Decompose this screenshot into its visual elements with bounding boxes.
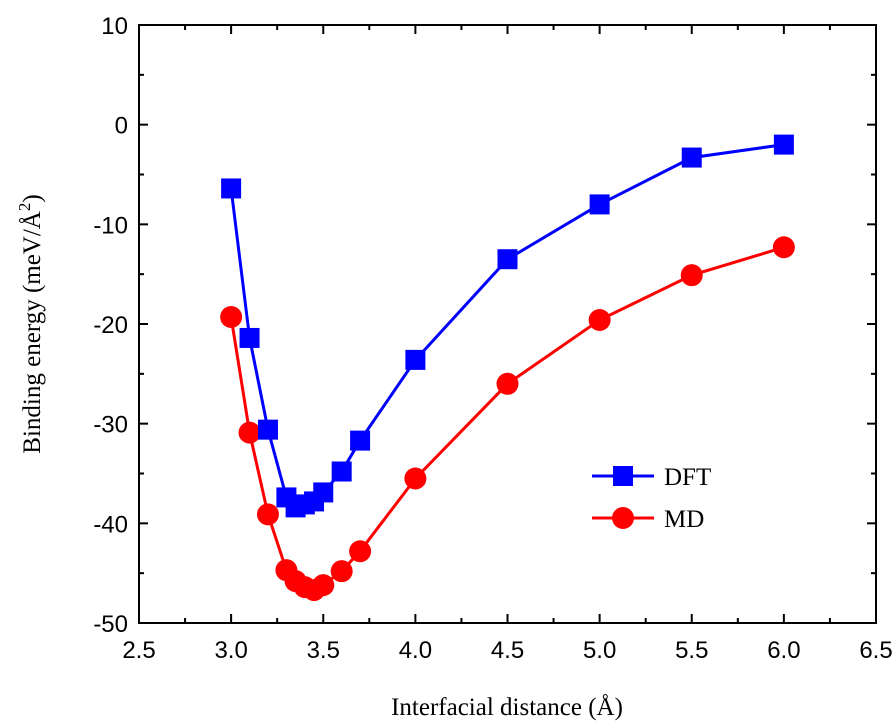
dft-line	[229, 143, 785, 510]
dft-point	[257, 419, 278, 440]
y-tick-label: -30	[93, 412, 128, 439]
x-tick-label: 3.5	[307, 637, 340, 664]
x-tick-label: 3.0	[214, 637, 247, 664]
md-point	[404, 467, 427, 490]
md-point	[496, 372, 519, 395]
x-tick-label: 4.0	[399, 637, 432, 664]
legend-item-dft: DFT	[592, 464, 711, 491]
x-tick-label: 6.5	[859, 637, 892, 664]
md-point	[349, 540, 372, 563]
md-point	[220, 306, 243, 329]
legend: DFT MD	[592, 464, 711, 533]
md-line	[229, 245, 785, 592]
dft-point	[313, 482, 334, 503]
dft-point	[405, 349, 426, 370]
y-axis-title-main: Binding energy (meV/Å	[19, 211, 46, 454]
dft-point	[221, 178, 242, 199]
legend-item-md: MD	[592, 506, 704, 533]
legend-md-marker	[612, 507, 634, 529]
x-tick-label: 2.5	[122, 637, 155, 664]
x-tick-label: 4.5	[491, 637, 524, 664]
x-axis-title: Interfacial distance (Å)	[391, 694, 623, 721]
md-point	[256, 503, 279, 526]
dft-point	[497, 249, 518, 270]
legend-md-label: MD	[664, 506, 704, 533]
legend-dft-label: DFT	[664, 464, 711, 491]
dft-point	[350, 430, 371, 451]
dft-point	[773, 134, 794, 155]
y-axis-title-superscript: 2	[15, 203, 34, 212]
y-tick-label: -50	[93, 611, 128, 638]
x-tick-label: 5.0	[583, 637, 616, 664]
md-point	[588, 309, 611, 332]
x-tick-label: 6.0	[767, 637, 800, 664]
md-point	[238, 421, 261, 444]
x-tick-label: 5.5	[675, 637, 708, 664]
y-tick-label: -40	[93, 511, 128, 538]
y-tick-label: 10	[101, 13, 128, 40]
y-axis-title-close: )	[19, 194, 46, 202]
dft-point	[589, 194, 610, 215]
series-md	[220, 236, 795, 602]
dft-point	[681, 147, 702, 168]
plot-frame	[138, 24, 877, 624]
y-axis-title: Binding energy (meV/Å2)	[15, 194, 46, 453]
y-tick-label: -10	[93, 212, 128, 239]
y-tick-label: 0	[115, 113, 128, 140]
dft-point	[331, 461, 352, 482]
md-point	[312, 574, 335, 597]
y-tick-label: -20	[93, 312, 128, 339]
md-point	[772, 236, 795, 259]
legend-dft-marker	[613, 466, 633, 486]
series-dft	[221, 134, 794, 518]
dft-point	[239, 327, 260, 348]
md-point	[330, 560, 353, 583]
md-point	[680, 264, 703, 287]
axis-ticks: 2.5 3.0 3.5 4.0 4.5 5.0 5.5 6.0 6.5 10 0 -10 -20 -30 -…	[93, 13, 892, 664]
series-layer	[220, 134, 795, 602]
